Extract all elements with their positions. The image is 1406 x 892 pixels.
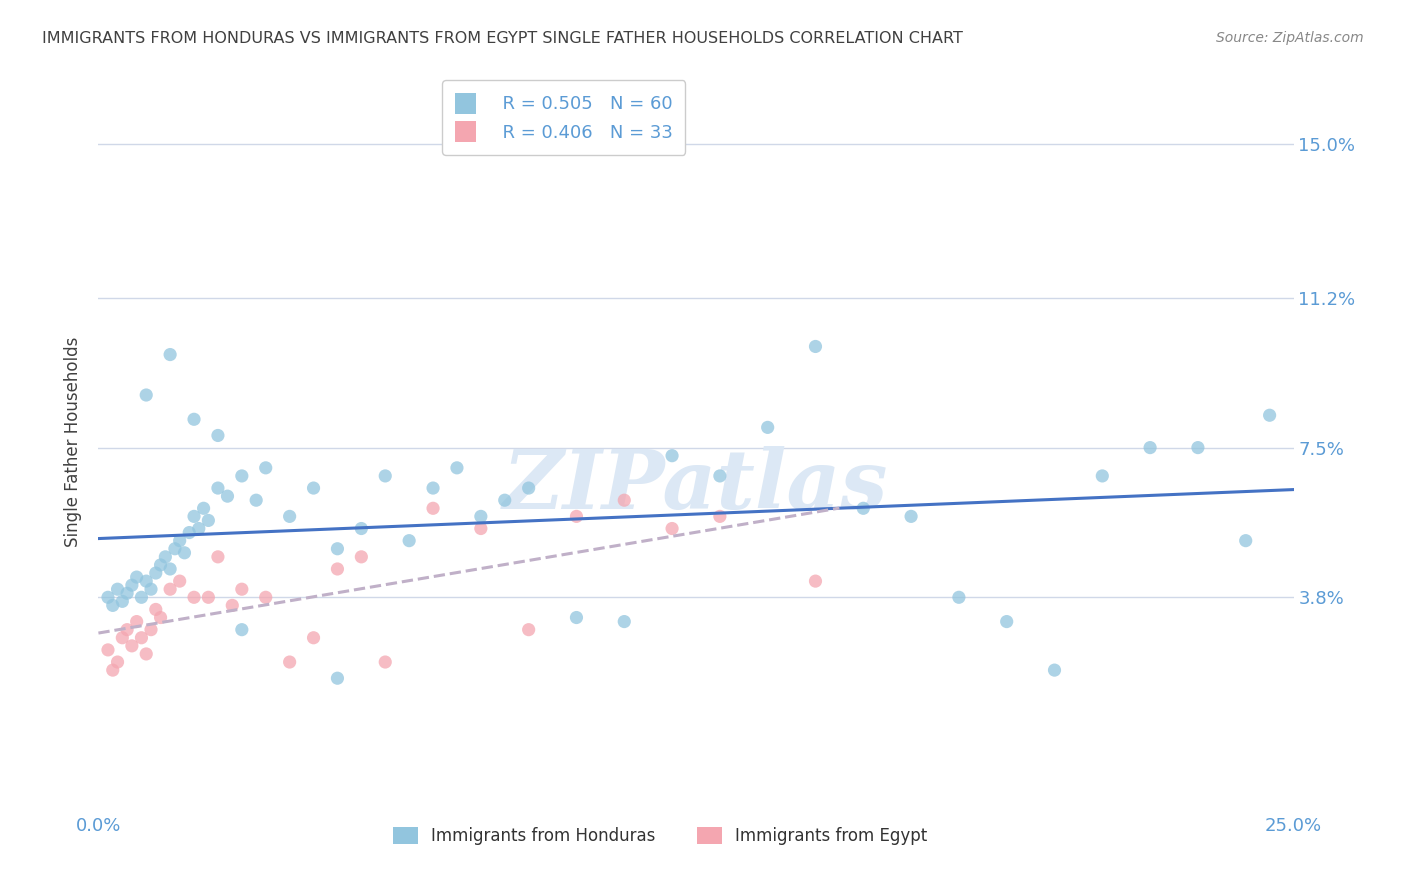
Point xyxy=(709,469,731,483)
Point xyxy=(207,428,229,442)
Point xyxy=(326,541,349,556)
Point xyxy=(422,481,444,495)
Point xyxy=(207,481,229,495)
Point xyxy=(326,671,349,685)
Point xyxy=(159,582,181,597)
Point xyxy=(231,469,253,483)
Point xyxy=(107,582,129,597)
Point xyxy=(193,501,215,516)
Point xyxy=(125,570,148,584)
Point xyxy=(135,647,157,661)
Point xyxy=(121,639,143,653)
Point xyxy=(221,599,243,613)
Point xyxy=(661,449,683,463)
Point xyxy=(131,591,153,605)
Point xyxy=(1091,469,1114,483)
Point xyxy=(1234,533,1257,548)
Point xyxy=(565,610,588,624)
Point xyxy=(613,615,636,629)
Point xyxy=(97,591,120,605)
Point xyxy=(217,489,239,503)
Point xyxy=(121,578,143,592)
Point xyxy=(374,655,396,669)
Point xyxy=(374,469,396,483)
Point xyxy=(179,525,201,540)
Point xyxy=(111,594,134,608)
Point xyxy=(111,631,134,645)
Text: ZIPatlas: ZIPatlas xyxy=(503,446,889,526)
Point xyxy=(97,643,120,657)
Point xyxy=(1187,441,1209,455)
Point xyxy=(135,388,157,402)
Legend: Immigrants from Honduras, Immigrants from Egypt: Immigrants from Honduras, Immigrants fro… xyxy=(387,820,934,852)
Point xyxy=(1043,663,1066,677)
Point xyxy=(125,615,148,629)
Point xyxy=(155,549,177,564)
Point xyxy=(470,522,492,536)
Point xyxy=(661,522,683,536)
Point xyxy=(517,623,540,637)
Y-axis label: Single Father Households: Single Father Households xyxy=(65,336,83,547)
Point xyxy=(101,663,124,677)
Point xyxy=(254,591,277,605)
Point xyxy=(245,493,267,508)
Point xyxy=(446,460,468,475)
Point xyxy=(183,591,205,605)
Point xyxy=(135,574,157,588)
Point xyxy=(139,582,162,597)
Point xyxy=(197,591,219,605)
Text: Source: ZipAtlas.com: Source: ZipAtlas.com xyxy=(1216,31,1364,45)
Point xyxy=(173,546,195,560)
Point xyxy=(131,631,153,645)
Point xyxy=(169,574,191,588)
Point xyxy=(183,412,205,426)
Point xyxy=(159,347,181,361)
Text: IMMIGRANTS FROM HONDURAS VS IMMIGRANTS FROM EGYPT SINGLE FATHER HOUSEHOLDS CORRE: IMMIGRANTS FROM HONDURAS VS IMMIGRANTS F… xyxy=(42,31,963,46)
Point xyxy=(756,420,779,434)
Point xyxy=(470,509,492,524)
Point xyxy=(398,533,420,548)
Point xyxy=(494,493,516,508)
Point xyxy=(115,623,138,637)
Point xyxy=(948,591,970,605)
Point xyxy=(231,623,253,637)
Point xyxy=(183,509,205,524)
Point xyxy=(163,541,186,556)
Point xyxy=(159,562,181,576)
Point xyxy=(350,549,373,564)
Point xyxy=(197,513,219,527)
Point xyxy=(101,599,124,613)
Point xyxy=(517,481,540,495)
Point xyxy=(231,582,253,597)
Point xyxy=(326,562,349,576)
Point xyxy=(1139,441,1161,455)
Point xyxy=(169,533,191,548)
Point xyxy=(278,509,301,524)
Point xyxy=(149,558,172,572)
Point xyxy=(709,509,731,524)
Point xyxy=(149,610,172,624)
Point xyxy=(207,549,229,564)
Point xyxy=(804,574,827,588)
Point xyxy=(115,586,138,600)
Point xyxy=(187,522,209,536)
Point xyxy=(422,501,444,516)
Point xyxy=(302,631,325,645)
Point xyxy=(852,501,875,516)
Point xyxy=(1258,409,1281,423)
Point xyxy=(900,509,922,524)
Point xyxy=(254,460,277,475)
Point xyxy=(302,481,325,495)
Point xyxy=(350,522,373,536)
Point xyxy=(565,509,588,524)
Point xyxy=(107,655,129,669)
Point xyxy=(145,566,167,580)
Point xyxy=(804,339,827,353)
Point xyxy=(139,623,162,637)
Point xyxy=(145,602,167,616)
Point xyxy=(613,493,636,508)
Point xyxy=(995,615,1018,629)
Point xyxy=(278,655,301,669)
